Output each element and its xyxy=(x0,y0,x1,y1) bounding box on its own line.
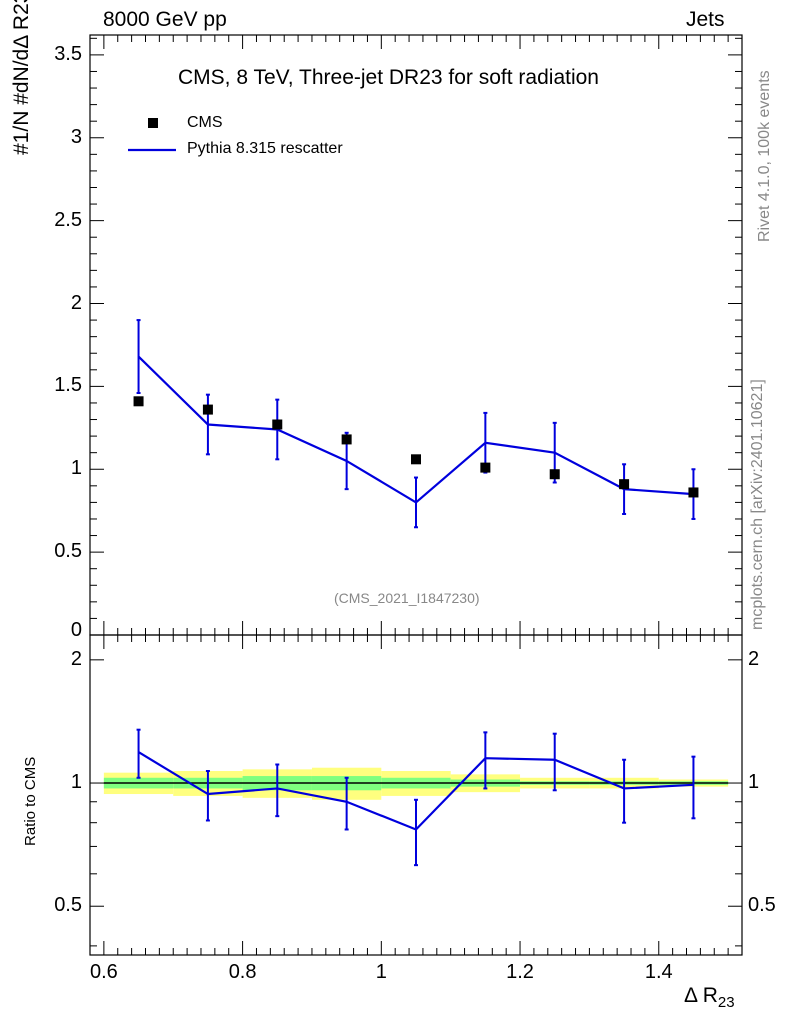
ratio-y-tick-label: 0.5 xyxy=(54,894,82,917)
main-y-tick-label: 1 xyxy=(70,457,82,480)
x-tick-label: 0.8 xyxy=(228,961,257,983)
legend-label-cms: CMS xyxy=(187,114,223,131)
cms-data-point xyxy=(619,479,630,490)
legend xyxy=(128,118,176,152)
cms-data-point xyxy=(272,419,283,430)
cms-data-point xyxy=(411,454,421,465)
main-y-tick-label: 3 xyxy=(70,125,82,148)
main-y-tick-label: 2.5 xyxy=(54,208,82,231)
cms-data-point xyxy=(688,487,699,498)
ratio-marks-layer xyxy=(136,728,696,867)
main-y-axis-label: #1/N #dN/dΔ R23 xyxy=(10,0,33,155)
ratio-y-tick-label-right: 0.5 xyxy=(748,894,776,917)
ratio-y-tick-label-right: 2 xyxy=(748,647,760,670)
cms-data-point xyxy=(202,404,213,415)
analysis-id: (CMS_2021_I1847230) xyxy=(334,590,480,606)
main-y-tick-label: 0.5 xyxy=(54,540,82,563)
cms-data-point xyxy=(549,469,560,480)
chart-title: CMS, 8 TeV, Three-jet DR23 for soft radi… xyxy=(178,66,599,89)
ratio-y-tick-label: 1 xyxy=(70,771,82,794)
side-text-top: Rivet 4.1.0, 100k events xyxy=(756,70,773,242)
ticks-layer xyxy=(89,35,743,955)
x-axis-label-text: Δ R xyxy=(684,984,718,1007)
header-right: Jets xyxy=(686,8,725,31)
frames-layer xyxy=(89,34,743,956)
main-y-tick-label: 3.5 xyxy=(54,42,82,65)
main-y-tick-label: 1.5 xyxy=(54,374,82,397)
x-tick-label: 0.6 xyxy=(89,961,118,983)
x-axis-label-sub: 23 xyxy=(717,994,735,1012)
side-text-bottom: mcplots.cern.ch [arXiv:2401.10621] xyxy=(749,379,766,630)
ratio-panel-frame xyxy=(89,634,743,956)
legend-marker-cms xyxy=(148,118,158,128)
cms-data-point xyxy=(133,396,144,407)
ratio-band-layer xyxy=(103,767,729,800)
main-marks-layer xyxy=(133,319,699,529)
ratio-y-axis-label: Ratio to CMS xyxy=(22,756,39,846)
cms-data-point xyxy=(341,434,352,445)
ratio-y-tick-label: 2 xyxy=(70,647,82,670)
legend-label-pythia: Pythia 8.315 rescatter xyxy=(187,140,343,157)
header-left: 8000 GeV pp xyxy=(103,8,227,31)
main-y-tick-label: 2 xyxy=(70,291,82,314)
x-axis-label: Δ R23 xyxy=(684,984,735,1011)
ratio-y-tick-label-right: 1 xyxy=(748,771,760,794)
x-tick-label: 1.4 xyxy=(644,961,673,983)
cms-data-point xyxy=(480,462,491,473)
x-tick-label: 1 xyxy=(375,961,387,983)
main-y-tick-label: 0 xyxy=(70,619,82,641)
x-tick-label: 1.2 xyxy=(506,961,534,983)
